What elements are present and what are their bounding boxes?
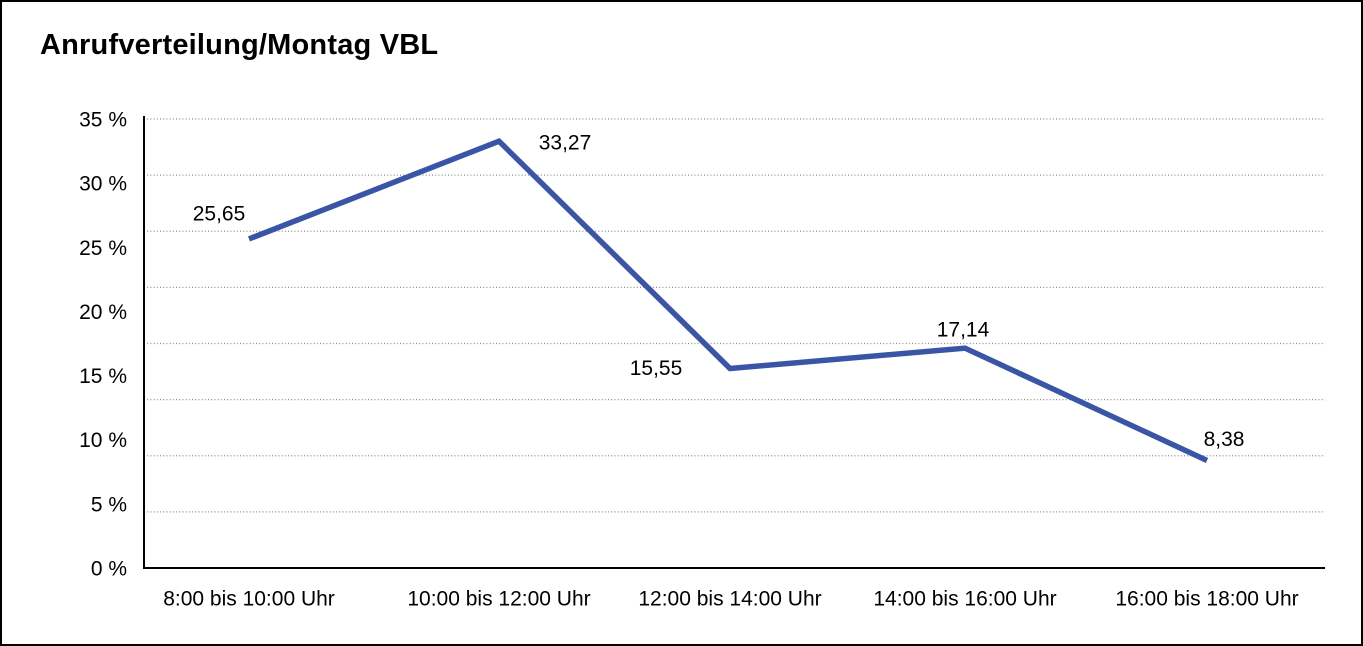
x-tick-label: 16:00 bis 18:00 Uhr <box>1115 588 1298 611</box>
y-tick-label: 15 % <box>79 365 127 388</box>
y-tick-label: 20 % <box>79 301 127 324</box>
y-tick-label: 25 % <box>79 237 127 260</box>
x-tick-label: 10:00 bis 12:00 Uhr <box>407 588 590 611</box>
x-tick-label: 8:00 bis 10:00 Uhr <box>163 588 335 611</box>
data-point-label: 17,14 <box>937 319 990 342</box>
y-tick-label: 0 % <box>91 558 127 581</box>
data-point-label: 15,55 <box>630 357 683 380</box>
data-point-label: 33,27 <box>539 132 592 155</box>
x-tick-label: 14:00 bis 16:00 Uhr <box>873 588 1056 611</box>
chart-title: Anrufverteilung/Montag VBL <box>40 29 439 61</box>
x-tick-label: 12:00 bis 14:00 Uhr <box>638 588 821 611</box>
y-tick-label: 10 % <box>79 429 127 452</box>
y-tick-label: 30 % <box>79 173 127 196</box>
data-point-label: 25,65 <box>193 202 246 225</box>
data-line <box>247 137 1209 463</box>
y-tick-label: 5 % <box>91 493 127 516</box>
y-tick-label: 35 % <box>79 109 127 132</box>
data-point-label: 8,38 <box>1204 428 1245 451</box>
